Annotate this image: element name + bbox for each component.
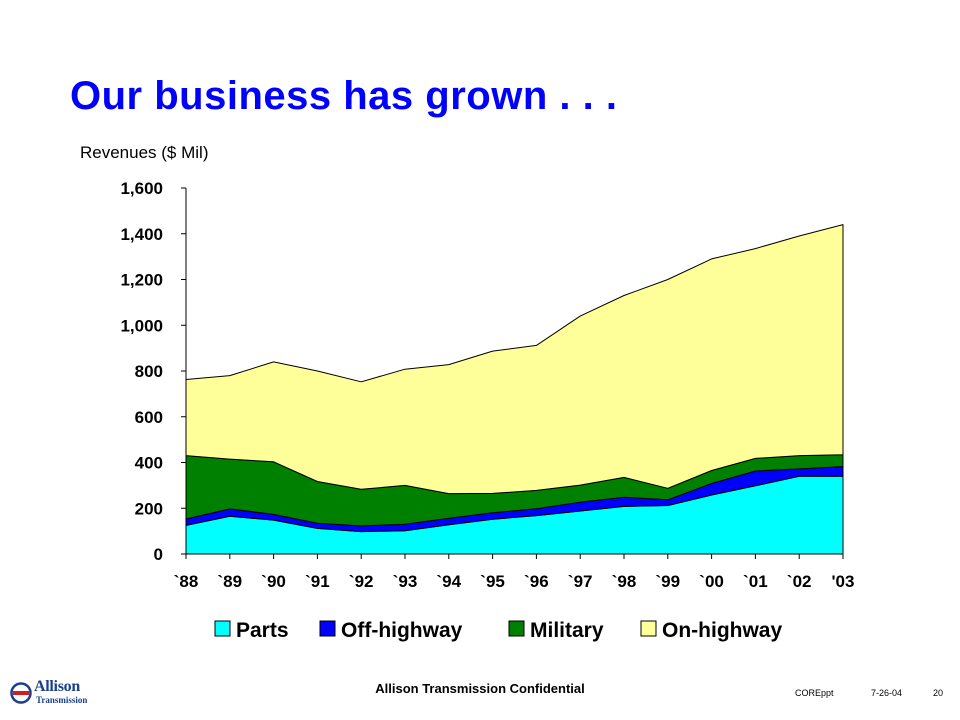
x-tick-label: `02 xyxy=(787,572,812,591)
allison-logo: Allison Transmission xyxy=(10,678,110,708)
y-tick-label: 1,400 xyxy=(120,225,163,244)
x-tick-label: `97 xyxy=(568,572,593,591)
y-tick-label: 600 xyxy=(135,408,163,427)
x-tick-label: `91 xyxy=(305,572,330,591)
x-tick-label: `00 xyxy=(699,572,724,591)
x-tick-label: `92 xyxy=(349,572,374,591)
y-tick-label: 400 xyxy=(135,454,163,473)
x-tick-label: `88 xyxy=(174,572,199,591)
area-series-layer xyxy=(185,224,844,555)
page-number: 20 xyxy=(933,688,944,698)
legend: Parts Off-highway Military On-highway xyxy=(214,619,782,642)
y-tick-label: 200 xyxy=(135,499,163,518)
x-tick-label: `90 xyxy=(261,572,286,591)
x-tick-label: `94 xyxy=(437,572,462,591)
legend-swatch-military xyxy=(508,620,525,637)
footer-date: 7-26-04 xyxy=(871,688,903,698)
x-tick-label: '03 xyxy=(832,572,855,591)
y-tick-label: 1,000 xyxy=(120,316,163,335)
x-tick-label: `99 xyxy=(656,572,681,591)
x-tick-label: `98 xyxy=(612,572,637,591)
y-tick-label: 800 xyxy=(135,362,163,381)
legend-label-on-highway: On-highway xyxy=(662,619,782,642)
legend-swatch-on-highway xyxy=(640,620,657,637)
logo-subtext: Transmission xyxy=(36,695,88,705)
y-tick-label: 1,600 xyxy=(120,179,163,198)
x-tick-label: `95 xyxy=(480,572,505,591)
logo-wordmark: Allison xyxy=(34,678,80,695)
legend-label-off-highway: Off-highway xyxy=(341,619,463,642)
x-tick-label: `93 xyxy=(393,572,418,591)
confidential-footer: Allison Transmission Confidential xyxy=(375,681,585,696)
legend-swatch-parts xyxy=(214,620,231,637)
footer-file-name: COREppt xyxy=(795,688,834,698)
x-tick-label: `01 xyxy=(743,572,768,591)
area-series-on-highway xyxy=(185,224,844,495)
x-tick-label: `96 xyxy=(524,572,549,591)
x-axis-ticks: `88 `89 `90 `91 `92 `93 `94 `95 `96 `97 `98 `99 `00 `… xyxy=(174,554,855,591)
y-tick-label: 0 xyxy=(154,545,163,564)
y-tick-label: 1,200 xyxy=(120,271,163,290)
slide-title: Our business has grown . . . xyxy=(70,74,618,118)
x-tick-label: `89 xyxy=(218,572,243,591)
legend-label-parts: Parts xyxy=(236,619,289,642)
legend-label-military: Military xyxy=(530,619,604,642)
legend-swatch-off-highway xyxy=(319,620,336,637)
allison-emblem-icon xyxy=(10,682,32,704)
y-axis-label: Revenues ($ Mil) xyxy=(80,143,209,162)
y-axis-ticks: 0 200 400 600 800 1,000 1,200 1,400 1,600 xyxy=(120,179,186,564)
